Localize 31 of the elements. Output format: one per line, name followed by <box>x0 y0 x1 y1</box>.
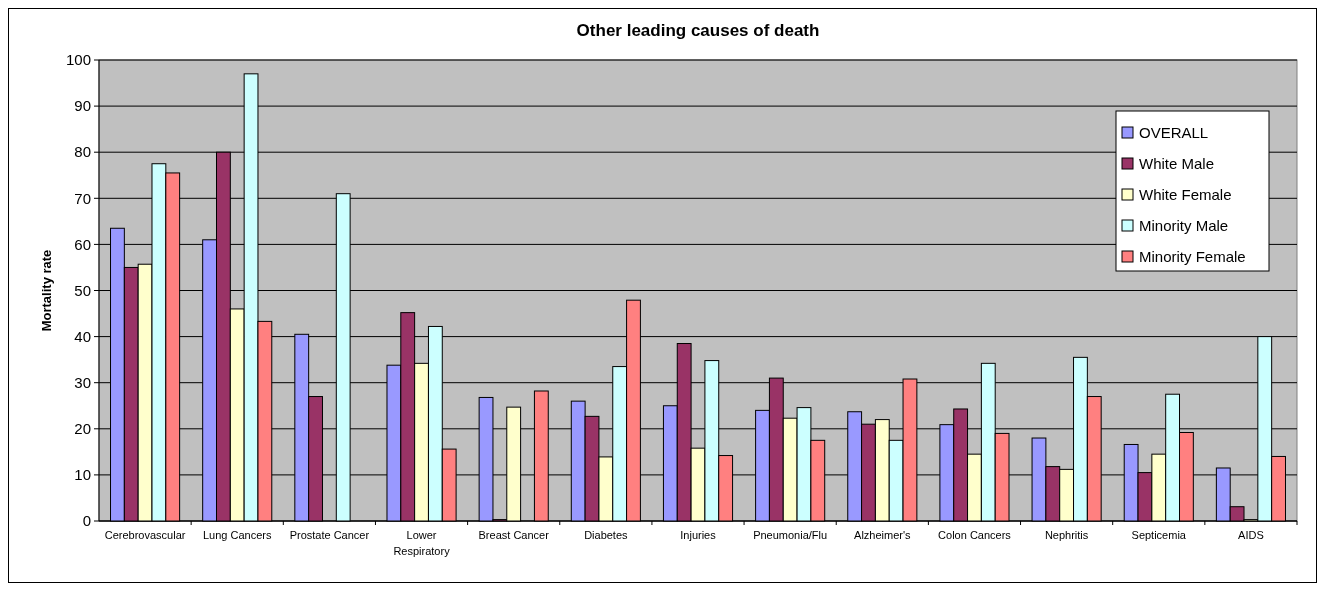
legend-label: Minority Male <box>1139 217 1229 235</box>
y-tick-label: 20 <box>74 420 91 438</box>
y-tick-label: 10 <box>74 466 91 484</box>
x-tick-label: Septicemia <box>1131 529 1187 541</box>
legend-label: White Female <box>1139 186 1232 204</box>
y-tick-label: 60 <box>74 235 91 253</box>
legend-label: OVERALL <box>1139 124 1209 142</box>
y-tick-label: 0 <box>82 512 91 530</box>
y-tick-label: 70 <box>74 189 91 207</box>
chart-title: Other leading causes of death <box>576 21 820 40</box>
x-tick-label: Lower Respiratory <box>393 529 451 557</box>
y-tick-label: 30 <box>74 373 91 391</box>
y-tick-label: 40 <box>74 327 91 345</box>
x-tick-label: Colon Cancers <box>938 529 1012 541</box>
x-tick-label: Injuries <box>680 529 717 541</box>
y-tick-label: 80 <box>74 143 91 161</box>
y-tick-label: 100 <box>65 51 91 69</box>
x-tick-label: Pneumonia/Flu <box>753 529 828 541</box>
x-tick-label: Lung Cancers <box>202 529 272 541</box>
legend-label: White Male <box>1139 155 1215 173</box>
x-tick-label: Nephritis <box>1044 529 1089 541</box>
x-tick-label: Prostate Cancer <box>289 529 370 541</box>
x-tick-label: Cerebrovascular <box>104 529 186 541</box>
y-tick-label: 90 <box>74 97 91 115</box>
y-tick-label: 50 <box>74 281 91 299</box>
x-tick-label: Alzheimer's <box>854 529 912 541</box>
legend-label: Minority Female <box>1139 248 1246 266</box>
x-tick-label: Breast Cancer <box>478 529 550 541</box>
x-tick-label: Diabetes <box>584 529 629 541</box>
y-axis-title: Mortality rate <box>39 249 54 332</box>
x-tick-label: AIDS <box>1238 529 1264 541</box>
